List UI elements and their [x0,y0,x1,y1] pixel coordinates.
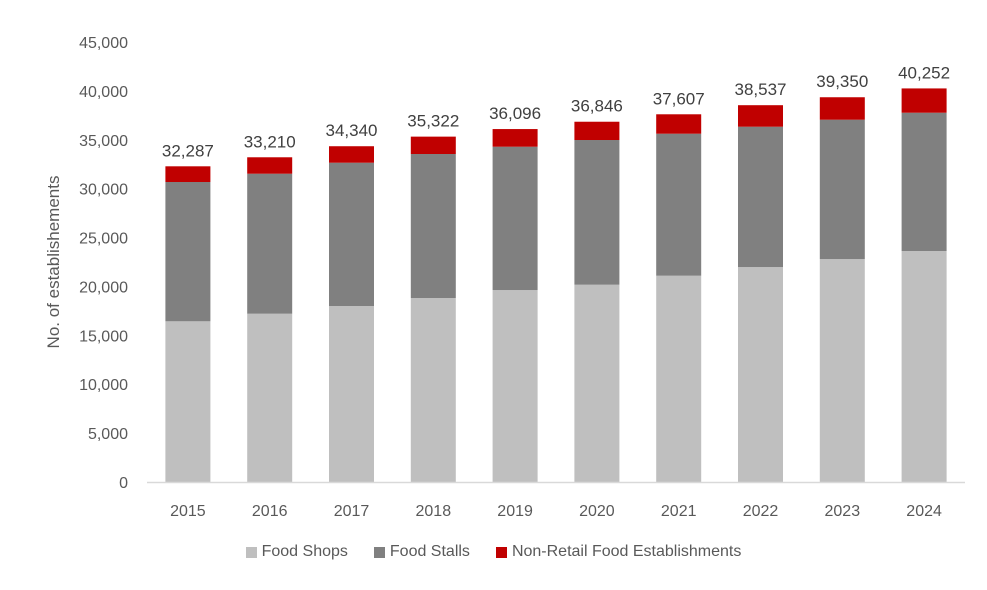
bar-segment-food-stalls-2023 [819,119,865,260]
bar-segment-non-retail-food-establishments-2018 [410,136,456,155]
bar-segment-food-stalls-2015 [165,182,211,322]
x-tick-label: 2016 [252,503,288,520]
bar-segment-non-retail-food-establishments-2024 [901,88,947,113]
x-tick-label: 2015 [170,503,206,520]
bar-segment-food-shops-2023 [819,259,865,482]
bar-segment-food-stalls-2022 [738,126,783,268]
x-tick-label: 2020 [579,503,615,520]
bar-segment-food-stalls-2016 [247,173,293,314]
bar-segment-food-stalls-2019 [492,146,538,291]
legend-label: Food Shops [261,543,348,560]
y-tick-label: 0 [119,475,128,492]
bar-segment-food-shops-2024 [901,251,947,482]
legend-swatch [373,546,385,558]
y-tick-label: 5,000 [88,426,128,443]
x-tick-label: 2022 [743,503,779,520]
legend-item: Non-Retail Food Establishments [495,543,742,561]
total-data-label: 39,350 [816,72,868,91]
total-data-label: 32,287 [162,141,214,160]
total-data-label: 38,537 [735,80,787,99]
bar-segment-food-shops-2022 [738,267,783,482]
bar-segment-non-retail-food-establishments-2019 [492,129,538,147]
bar-segment-food-shops-2018 [410,298,456,482]
y-tick-label: 10,000 [79,377,128,394]
total-data-label: 40,252 [898,63,950,82]
bar-segment-food-shops-2019 [492,290,538,482]
total-data-label: 37,607 [653,89,705,108]
bar-segment-food-shops-2017 [329,306,374,482]
legend-label: Food Stalls [389,543,470,560]
bar-segment-food-stalls-2020 [574,140,620,285]
y-tick-label: 45,000 [79,35,128,52]
bars [165,88,947,482]
y-axis-title: No. of establishements [44,176,63,349]
bar-segment-food-stalls-2021 [656,133,702,276]
total-data-label: 36,846 [571,97,623,116]
x-tick-label: 2019 [497,503,533,520]
y-tick-label: 35,000 [79,133,128,150]
bar-segment-non-retail-food-establishments-2023 [819,97,865,120]
total-data-label: 33,210 [244,132,296,151]
y-tick-label: 40,000 [79,84,128,101]
bar-segment-non-retail-food-establishments-2020 [574,121,620,141]
x-tick-label: 2018 [416,503,452,520]
bar-segment-non-retail-food-establishments-2017 [329,146,374,163]
y-tick-label: 20,000 [79,279,128,296]
legend-item: Food Stalls [373,543,470,561]
legend-swatch [245,546,257,558]
legend-item: Food Shops [245,543,348,561]
y-tick-label: 25,000 [79,231,128,248]
x-axis: 2015 2016 2017 2018 2019 2020 2021 2022 2023 2024 [147,481,965,520]
bar-segment-food-shops-2020 [574,284,620,482]
bar-segment-food-shops-2015 [165,321,211,482]
legend-swatch [495,546,507,558]
total-data-label: 34,340 [326,121,378,140]
legend-label: Non-Retail Food Establishments [511,543,742,560]
total-data-label: 35,322 [407,112,459,131]
legend: Food Shops Food Stalls Non-Retail Food Est… [0,543,987,561]
y-tick-label: 30,000 [79,182,128,199]
bar-segment-non-retail-food-establishments-2021 [656,114,702,134]
x-tick-label: 2021 [661,503,697,520]
bar-segment-non-retail-food-establishments-2016 [247,157,293,174]
bar-segment-food-shops-2016 [247,313,293,482]
bar-segment-food-stalls-2017 [329,162,374,306]
y-axis: 0 5,000 10,000 15,000 20,000 25,000 30,000 35,0… [79,35,128,492]
bar-segment-non-retail-food-establishments-2015 [165,166,211,183]
data-labels: 32,287 33,210 34,340 35,322 36,096 36,846 37,6… [162,63,950,160]
x-tick-label: 2024 [906,503,942,520]
bar-segment-food-stalls-2018 [410,154,456,299]
bar-segment-non-retail-food-establishments-2022 [738,105,783,127]
bar-segment-food-shops-2021 [656,275,702,482]
total-data-label: 36,096 [489,104,541,123]
stacked-bar-chart: 0 5,000 10,000 15,000 20,000 25,000 30,000 35,0… [44,35,965,520]
y-tick-label: 15,000 [79,328,128,345]
x-tick-label: 2023 [825,503,861,520]
bar-segment-food-stalls-2024 [901,112,947,252]
x-tick-label: 2017 [334,503,370,520]
